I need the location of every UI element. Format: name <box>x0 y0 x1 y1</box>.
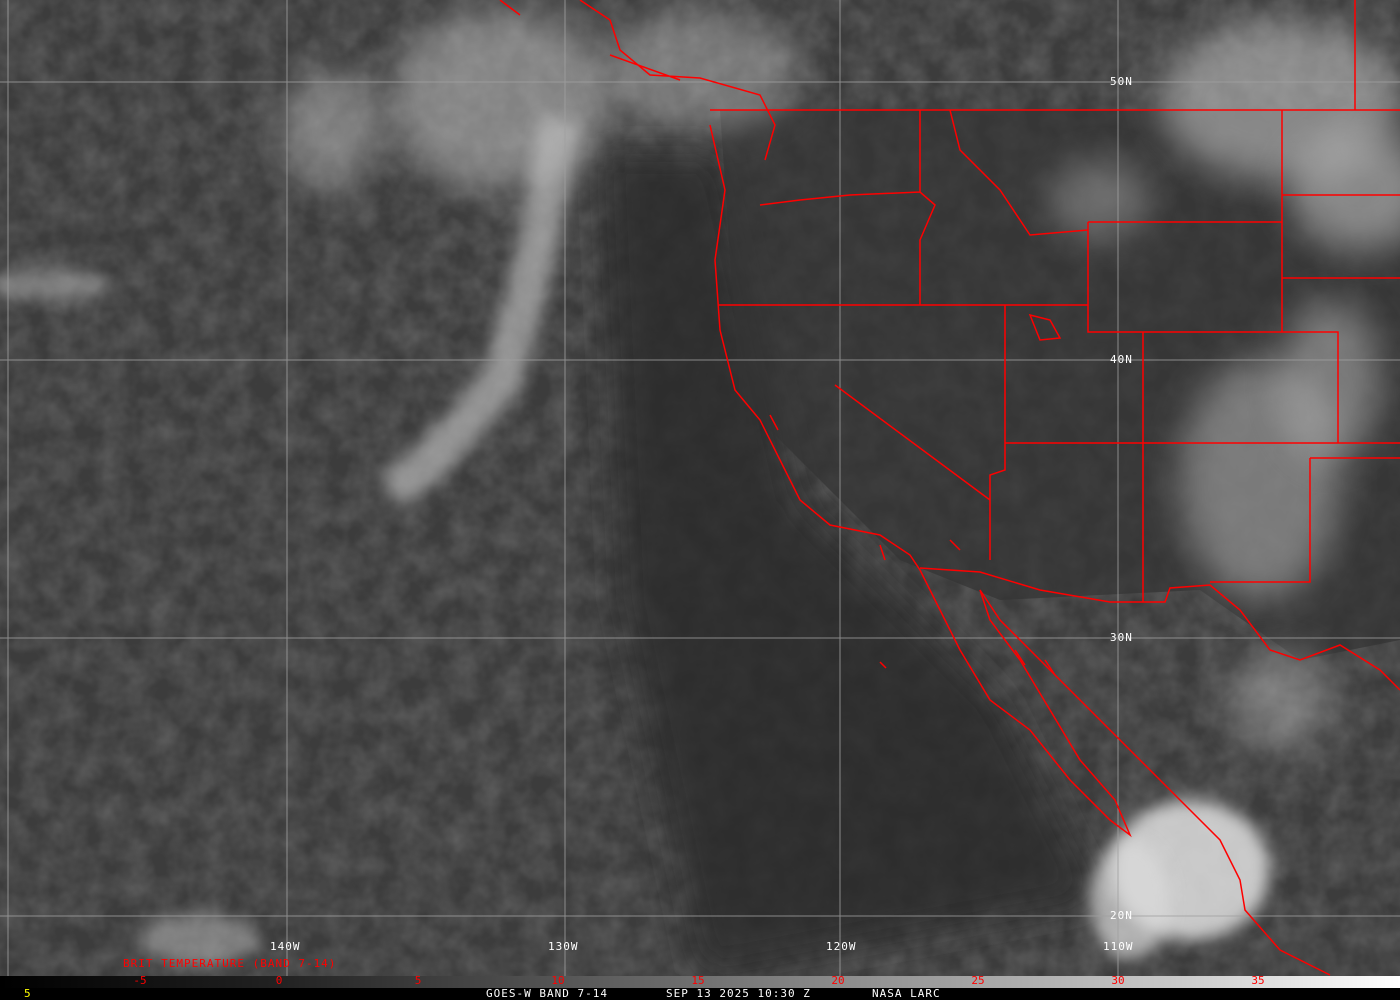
political-borders <box>499 0 1400 976</box>
colorbar-tick: 5 <box>414 974 422 987</box>
colorbar-tick: 35 <box>1251 974 1265 987</box>
satellite-band: GOES-W BAND 7-14 <box>486 987 608 1000</box>
temperature-colorbar <box>0 976 1400 988</box>
lat-label-20n: 20N <box>1110 909 1133 922</box>
product-title: BRIT TEMPERATURE (BAND 7-14) <box>123 957 337 970</box>
data-source: NASA LARC <box>872 987 941 1000</box>
colorbar-tick: 20 <box>831 974 845 987</box>
lon-label-130w: 130W <box>548 940 579 953</box>
colorbar-tick: 15 <box>691 974 705 987</box>
colorbar-tick: -5 <box>133 974 147 987</box>
frame-number: 5 <box>24 987 32 1000</box>
colorbar-tick: 30 <box>1111 974 1125 987</box>
lat-label-50n: 50N <box>1110 75 1133 88</box>
lat-label-40n: 40N <box>1110 353 1133 366</box>
footer-bar <box>0 988 1400 1000</box>
lon-label-120w: 120W <box>826 940 857 953</box>
colorbar-tick: 25 <box>971 974 985 987</box>
lat-label-30n: 30N <box>1110 631 1133 644</box>
lon-label-140w: 140W <box>270 940 301 953</box>
colorbar-tick: 0 <box>275 974 283 987</box>
cloud-cover <box>0 10 1400 965</box>
colorbar-tick: 10 <box>551 974 565 987</box>
lon-label-110w: 110W <box>1103 940 1134 953</box>
image-datetime: SEP 13 2025 10:30 Z <box>666 987 811 1000</box>
lat-lon-grid <box>0 0 1400 976</box>
